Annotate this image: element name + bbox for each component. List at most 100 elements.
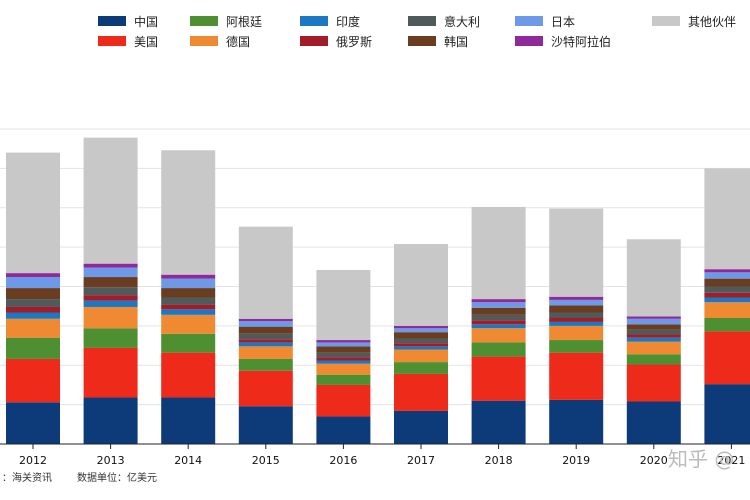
bar-segment-2015-7 <box>238 326 293 334</box>
legend-label: 意大利 <box>444 14 480 29</box>
legend-label: 美国 <box>134 35 158 49</box>
bar-segment-2019-9 <box>549 296 604 300</box>
source-note: ：海关资讯 <box>2 471 52 484</box>
bar-segment-2013-10 <box>83 137 138 264</box>
bar-segment-2019-3 <box>549 325 604 341</box>
bar-segment-2012-6 <box>6 299 60 307</box>
bar-segment-2021-1 <box>704 331 750 385</box>
legend-swatch <box>190 36 218 46</box>
x-tick-label: 2021 <box>717 454 745 467</box>
bar-segment-2018-5 <box>471 320 526 325</box>
bar-segment-2017-1 <box>394 373 448 411</box>
bar-segment-2016-2 <box>316 374 371 385</box>
bar-segment-2015-3 <box>238 346 293 359</box>
legend-swatch <box>98 36 126 46</box>
legend-item: 其他伙伴 <box>652 15 736 29</box>
legend-item: 韩国 <box>408 34 468 49</box>
legend-item: 俄罗斯 <box>300 35 372 49</box>
bar-segment-2012-10 <box>6 152 60 274</box>
bar-segment-2012-9 <box>6 273 60 278</box>
bar-segment-2017-4 <box>394 346 448 350</box>
bar-segment-2015-6 <box>238 333 293 340</box>
bar-segment-2017-2 <box>394 362 448 374</box>
x-tick-label: 2017 <box>407 454 435 467</box>
legend-swatch <box>652 16 680 26</box>
legend-label: 俄罗斯 <box>336 35 372 49</box>
legend-label: 印度 <box>336 14 360 29</box>
bar-segment-2016-10 <box>316 269 371 341</box>
bar-segment-2014-4 <box>161 309 216 315</box>
legend-item: 印度 <box>300 14 360 29</box>
bar-segment-2019-0 <box>549 399 604 444</box>
bar-segment-2021-4 <box>704 297 750 303</box>
bar-segment-2020-0 <box>626 401 681 444</box>
bar-segment-2019-10 <box>549 208 604 297</box>
bar-segment-2020-7 <box>626 324 681 330</box>
bar-segment-2014-5 <box>161 304 216 310</box>
x-tick-label: 2014 <box>174 454 202 467</box>
bar-segment-2021-9 <box>704 269 750 273</box>
bar-segment-2015-4 <box>238 342 293 347</box>
bar-segment-2016-0 <box>316 416 371 444</box>
bar-segment-2016-9 <box>316 340 371 343</box>
bar-segment-2018-2 <box>471 342 526 357</box>
bar-segment-2013-8 <box>83 267 138 278</box>
bar-segment-2012-2 <box>6 337 60 359</box>
bar-segment-2020-4 <box>626 337 681 342</box>
bar-segment-2017-8 <box>394 328 448 333</box>
bar-segment-2017-7 <box>394 332 448 339</box>
bar-segment-2021-6 <box>704 286 750 293</box>
legend-swatch <box>515 16 543 26</box>
bar-segment-2016-5 <box>316 357 371 361</box>
bar-segment-2019-5 <box>549 318 604 322</box>
bar-segment-2019-8 <box>549 299 604 306</box>
x-tick-label: 2020 <box>640 454 668 467</box>
bar-segment-2013-3 <box>83 306 138 329</box>
bar-segment-2015-9 <box>238 318 293 322</box>
bar-segment-2015-8 <box>238 321 293 327</box>
legend-item: 美国 <box>98 35 158 49</box>
bar-segment-2019-7 <box>549 305 604 313</box>
bar-segment-2015-1 <box>238 370 293 407</box>
bar-segment-2012-5 <box>6 306 60 313</box>
bar-segment-2017-9 <box>394 325 448 329</box>
legend-swatch <box>98 16 126 26</box>
bar-segment-2016-3 <box>316 363 371 375</box>
bar-segment-2014-0 <box>161 397 216 444</box>
bar-segment-2016-4 <box>316 360 371 364</box>
bar-segment-2021-2 <box>704 318 750 332</box>
bar-segment-2017-10 <box>394 243 448 326</box>
watermark: 知乎 @ <box>668 447 734 471</box>
bar-segment-2021-5 <box>704 292 750 298</box>
x-tick-label: 2019 <box>562 454 590 467</box>
bar-segment-2014-3 <box>161 314 216 334</box>
bar-segment-2020-8 <box>626 318 681 325</box>
bar-segment-2016-7 <box>316 346 371 353</box>
legend-item: 意大利 <box>408 14 480 29</box>
legend-swatch <box>300 36 328 46</box>
legend-label: 其他伙伴 <box>688 15 736 29</box>
bar-segment-2012-8 <box>6 277 60 289</box>
bar-segment-2012-0 <box>6 402 60 444</box>
bar-segment-2018-8 <box>471 302 526 308</box>
legend-item: 中国 <box>98 14 158 29</box>
bar-segment-2012-3 <box>6 318 60 338</box>
x-tick-label: 2012 <box>19 454 47 467</box>
bar-segment-2017-5 <box>394 343 448 347</box>
legend-swatch <box>408 36 436 46</box>
bars <box>6 137 750 444</box>
x-tick-label: 2015 <box>252 454 280 467</box>
bar-segment-2013-0 <box>83 397 138 444</box>
bar-segment-2019-4 <box>549 321 604 326</box>
legend-label: 阿根廷 <box>226 15 262 29</box>
legend-label: 韩国 <box>444 34 468 49</box>
legend-swatch <box>515 36 543 46</box>
bar-segment-2015-5 <box>238 339 293 343</box>
legend-label: 德国 <box>226 34 250 49</box>
bar-segment-2021-8 <box>704 272 750 279</box>
bar-segment-2014-8 <box>161 278 216 289</box>
bar-segment-2018-9 <box>471 299 526 303</box>
bar-segment-2014-7 <box>161 288 216 298</box>
